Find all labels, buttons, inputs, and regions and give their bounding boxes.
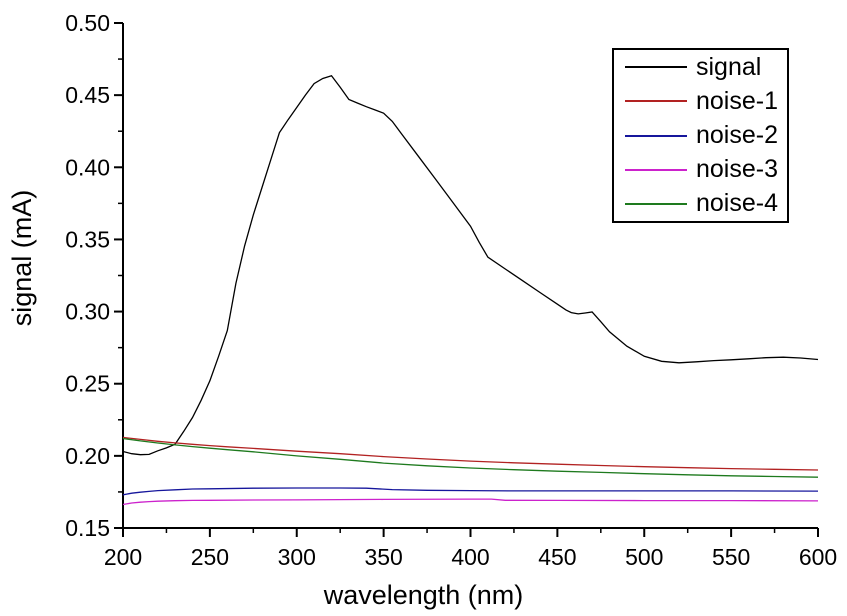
legend-swatch-signal [625,66,687,69]
series-line-noise-3 [122,498,819,506]
series-line-noise-4 [122,437,819,478]
legend-label: noise-4 [696,189,778,218]
legend-label: noise-3 [696,155,778,184]
x-tick-label: 500 [625,544,663,570]
y-tick-label: 0.20 [65,443,110,469]
y-tick-label: 0.15 [65,515,110,541]
x-tick-label: 400 [451,544,489,570]
y-axis-title: signal (mA) [7,189,37,327]
legend-label: signal [696,52,762,81]
x-tick-label: 200 [104,544,142,570]
legend-item-noise-4: noise-4 [614,187,787,221]
series-line-signal [122,74,819,456]
legend-item-noise-2: noise-2 [614,118,787,152]
legend: signal noise-1 noise-2 noise-3 noise-4 [612,48,789,223]
legend-swatch-noise-4 [625,202,687,205]
series-line-noise-1 [122,436,819,471]
legend-swatch-noise-1 [625,100,687,103]
y-tick-label: 0.40 [65,154,110,180]
legend-item-noise-3: noise-3 [614,153,787,187]
legend-label: noise-2 [696,121,778,149]
x-tick-label: 250 [191,544,229,570]
series-line-noise-2 [122,487,819,496]
legend-swatch-noise-2 [625,134,687,137]
legend-item-noise-1: noise-1 [614,84,787,118]
x-tick-label: 550 [712,544,750,570]
legend-item-signal: signal [614,50,787,84]
y-tick-label: 0.25 [65,371,110,397]
x-tick-label: 600 [799,544,837,570]
x-tick-label: 300 [278,544,316,570]
y-tick-label: 0.45 [65,82,110,108]
y-tick-label: 0.50 [65,10,110,36]
x-axis-title: wavelength (nm) [323,580,524,610]
legend-label: noise-1 [696,86,778,115]
x-tick-label: 350 [364,544,402,570]
legend-swatch-noise-3 [625,168,687,171]
x-tick-label: 450 [538,544,576,570]
y-tick-label: 0.35 [65,226,110,252]
y-tick-label: 0.30 [65,299,110,325]
